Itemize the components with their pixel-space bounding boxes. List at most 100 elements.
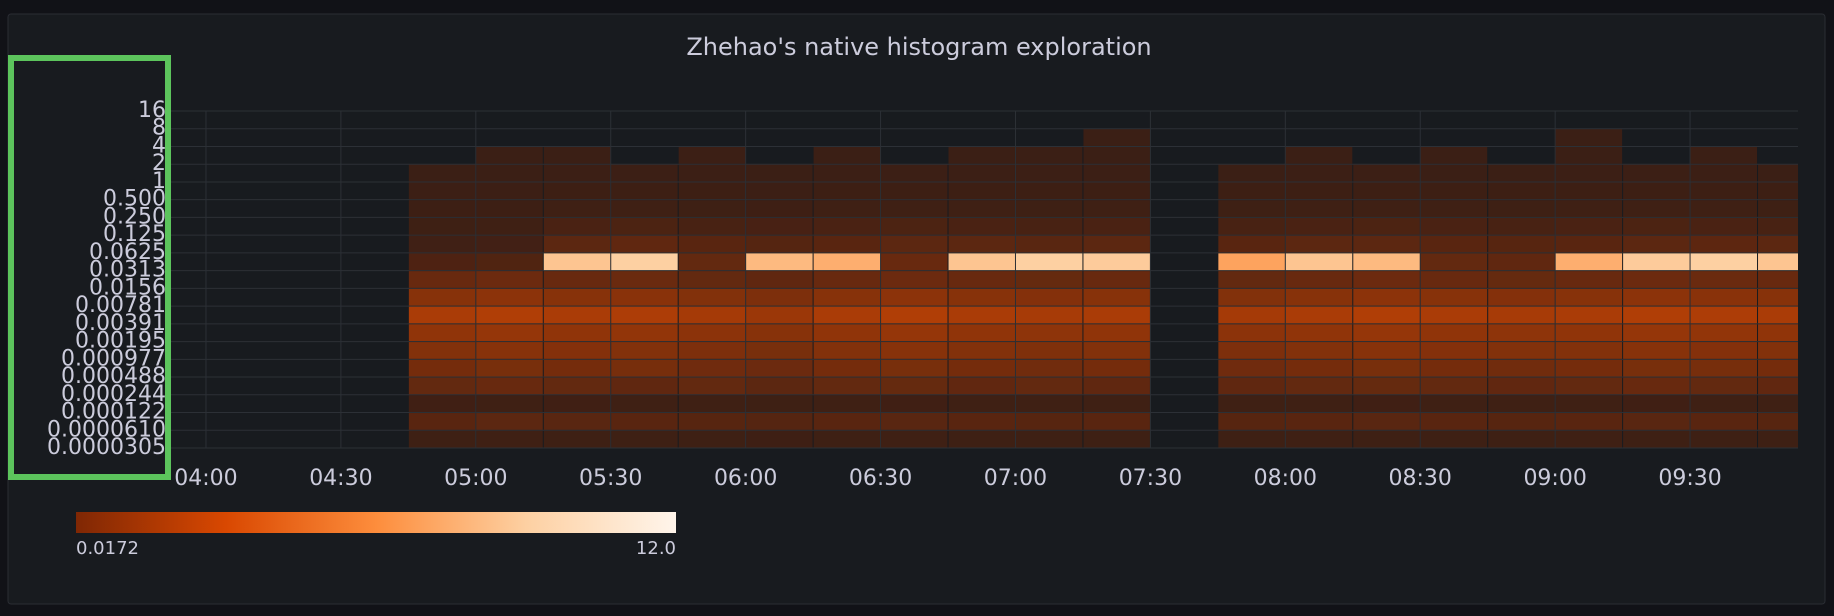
heatmap-cell — [678, 395, 746, 413]
heatmap-cell — [1015, 182, 1083, 200]
heatmap-cell — [1488, 200, 1555, 217]
heatmap-cell — [1758, 288, 1798, 306]
heatmap-cell — [1285, 253, 1353, 271]
heatmap-cell — [1555, 342, 1623, 359]
highlight-box — [8, 55, 171, 480]
heatmap-cell — [1758, 324, 1798, 342]
heatmap-cell — [1353, 324, 1420, 342]
heatmap-cell — [1420, 288, 1488, 306]
heatmap-cell — [1420, 235, 1488, 253]
heatmap-cell — [476, 271, 543, 288]
heatmap-cell — [1083, 182, 1150, 200]
heatmap-cell — [1015, 377, 1083, 395]
heatmap-cell — [1690, 306, 1758, 324]
heatmap-cell — [746, 200, 813, 217]
heatmap-cell — [1420, 430, 1488, 448]
heatmap-cell — [678, 146, 746, 164]
chart-title: Zhehao's native histogram exploration — [686, 33, 1151, 61]
heatmap-cell — [543, 288, 611, 306]
heatmap-cell — [678, 288, 746, 306]
heatmap-cell — [1758, 342, 1798, 359]
heatmap-cell — [678, 342, 746, 359]
y-tick-label: 0.0156 — [89, 275, 166, 300]
heatmap-cell — [1555, 129, 1623, 146]
heatmap-cell — [1488, 395, 1555, 413]
heatmap-cell — [408, 377, 476, 395]
heatmap-cell — [1083, 217, 1150, 235]
x-tick-label: 07:00 — [984, 466, 1047, 491]
heatmap-cell — [881, 413, 948, 430]
heatmap-cell — [1555, 377, 1623, 395]
heatmap-cell — [408, 253, 476, 271]
heatmap-cell — [1488, 288, 1555, 306]
heatmap-cell — [1083, 164, 1150, 182]
heatmap-cell — [1623, 306, 1690, 324]
heatmap-cell — [948, 164, 1015, 182]
heatmap-cell — [476, 377, 543, 395]
heatmap-cell — [611, 271, 678, 288]
heatmap-cell — [1285, 430, 1353, 448]
heatmap-cell — [1218, 217, 1285, 235]
heatmap-cell — [408, 164, 476, 182]
y-tick-label: 8 — [152, 116, 166, 141]
heatmap-cell — [543, 377, 611, 395]
heatmap-cell — [1690, 164, 1758, 182]
heatmap-cell — [1758, 217, 1798, 235]
heatmap-cell — [1420, 395, 1488, 413]
heatmap-cell — [1218, 359, 1285, 377]
x-tick-label: 08:30 — [1389, 466, 1452, 491]
heatmap-cell — [1488, 324, 1555, 342]
heatmap-cell — [1015, 359, 1083, 377]
x-tick-label: 08:00 — [1254, 466, 1317, 491]
heatmap-cell — [813, 413, 881, 430]
y-tick-label: 1 — [152, 169, 166, 194]
heatmap-cell — [1758, 377, 1798, 395]
heatmap-cell — [1690, 377, 1758, 395]
heatmap-cell — [678, 359, 746, 377]
heatmap-cell — [1285, 217, 1353, 235]
heatmap-cell — [1690, 413, 1758, 430]
heatmap-cell — [1623, 413, 1690, 430]
heatmap-cell — [1015, 253, 1083, 271]
heatmap-cell — [611, 200, 678, 217]
heatmap-cell — [1083, 200, 1150, 217]
heatmap-cell — [1758, 359, 1798, 377]
heatmap-cell — [948, 324, 1015, 342]
heatmap-cell — [1758, 271, 1798, 288]
heatmap-cell — [746, 395, 813, 413]
y-tick-label: 0.250 — [103, 204, 166, 229]
heatmap-cell — [1353, 342, 1420, 359]
heatmap-cell — [746, 324, 813, 342]
heatmap-cell — [948, 271, 1015, 288]
heatmap-cell — [1555, 235, 1623, 253]
heatmap-cell — [1555, 164, 1623, 182]
y-tick-label: 4 — [152, 133, 166, 158]
heatmap-cell — [476, 413, 543, 430]
heatmap-cell — [1555, 430, 1623, 448]
heatmap-cell — [543, 413, 611, 430]
heatmap-cell — [476, 235, 543, 253]
heatmap-cell — [1353, 182, 1420, 200]
heatmap-cell — [813, 164, 881, 182]
heatmap-cell — [543, 200, 611, 217]
heatmap-cell — [1083, 430, 1150, 448]
heatmap-cell — [1420, 324, 1488, 342]
heatmap-cell — [881, 253, 948, 271]
color-bar-label: 12.0 — [636, 538, 676, 559]
axis-labels: 0.00003050.00006100.0001220.0002440.0004… — [47, 98, 1722, 491]
heatmap-cell — [948, 288, 1015, 306]
heatmap-cell — [1488, 217, 1555, 235]
heatmap-cell — [1015, 324, 1083, 342]
heatmap-cell — [476, 217, 543, 235]
heatmap-cell — [813, 217, 881, 235]
x-tick-label: 06:00 — [714, 466, 777, 491]
heatmap-cell — [1218, 182, 1285, 200]
heatmap-cell — [543, 271, 611, 288]
heatmap-cell — [408, 271, 476, 288]
heatmap-cell — [611, 235, 678, 253]
y-tick-label: 0.0625 — [89, 240, 166, 265]
heatmap-cell — [881, 324, 948, 342]
heatmap-cell — [813, 306, 881, 324]
heatmap-cell — [881, 377, 948, 395]
